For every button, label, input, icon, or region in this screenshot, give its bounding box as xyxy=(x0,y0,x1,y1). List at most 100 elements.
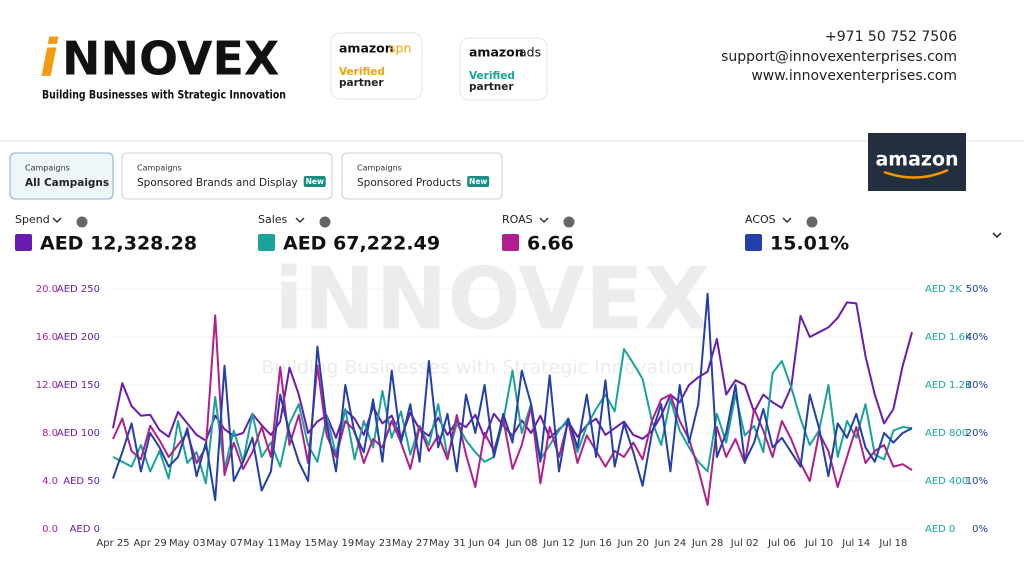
x-tick-label: Jul 02 xyxy=(730,538,759,549)
new-badge xyxy=(303,176,326,187)
tab-label[interactable]: Sponsored Products xyxy=(357,177,461,189)
y-tick-label: AED 250 xyxy=(57,284,100,295)
brand-box xyxy=(868,133,966,191)
metric-name[interactable]: ROAS xyxy=(502,213,533,226)
x-tick-label: May 03 xyxy=(169,538,206,549)
metric-name[interactable]: ACOS xyxy=(745,213,776,226)
x-tick-label: Jul 18 xyxy=(878,538,907,549)
x-tick-label: Jun 20 xyxy=(617,538,650,549)
x-tick-label: Jun 04 xyxy=(468,538,501,549)
contact-website: www.innovexenterprises.com xyxy=(751,68,957,84)
y-tick-label: AED 1.2K xyxy=(925,380,972,391)
y-tick-label: AED 800 xyxy=(925,428,968,439)
y-tick-label: AED 2K xyxy=(925,284,962,295)
legend-swatch xyxy=(502,234,519,251)
y-tick-label: 8.0 xyxy=(42,428,58,439)
info-icon xyxy=(563,216,575,228)
x-tick-label: Apr 29 xyxy=(134,538,167,549)
y-tick-label: 4.0 xyxy=(42,476,58,487)
y-tick-label: 20.0 xyxy=(36,284,58,295)
metric-value: 6.66 xyxy=(527,233,574,255)
y-tick-label: AED 100 xyxy=(57,428,100,439)
badge-label: partner xyxy=(339,77,384,89)
y-tick-label: 40% xyxy=(966,332,988,343)
info-icon xyxy=(76,216,88,228)
y-tick-label: AED 0 xyxy=(70,524,100,535)
y-tick-label: 16.0 xyxy=(36,332,58,343)
y-tick-label: AED 1.6K xyxy=(925,332,972,343)
y-tick-label: AED 400 xyxy=(925,476,968,487)
badge-brand: amazon xyxy=(469,45,524,60)
new-badge xyxy=(467,176,490,187)
tab-kicker[interactable]: Campaigns xyxy=(357,164,402,173)
new-badge-text: New xyxy=(306,177,324,186)
badge-product: spn xyxy=(389,41,411,56)
new-badge-text: New xyxy=(469,177,487,186)
y-tick-label: 20% xyxy=(966,428,988,439)
series-line xyxy=(112,348,913,485)
dropdown-icon[interactable] xyxy=(539,217,549,224)
tab-box[interactable] xyxy=(9,152,114,200)
legend-swatch xyxy=(745,234,762,251)
dropdown-icon[interactable] xyxy=(782,217,792,224)
tab-box[interactable] xyxy=(121,152,333,200)
y-tick-label: 0.0 xyxy=(42,524,58,535)
y-tick-label: AED 50 xyxy=(63,476,100,487)
y-tick-label: 12.0 xyxy=(36,380,58,391)
metric-value: 15.01% xyxy=(770,233,849,255)
series-line xyxy=(112,314,913,506)
y-tick-label: AED 150 xyxy=(57,380,100,391)
x-tick-label: Jun 28 xyxy=(691,538,724,549)
tagline: Building Businesses with Strategic Innov… xyxy=(42,88,286,102)
brand-name: amazon xyxy=(875,149,958,171)
x-tick-label: Jun 24 xyxy=(654,538,687,549)
watermark-subtitle: Building Businesses with Strategic Innov… xyxy=(261,357,694,379)
contact-email: support@innovexenterprises.com xyxy=(721,49,957,65)
logo-prefix: i xyxy=(40,29,59,89)
x-tick-label: Apr 25 xyxy=(96,538,129,549)
info-icon xyxy=(319,216,331,228)
x-tick-label: Jul 06 xyxy=(767,538,796,549)
contact-phone: +971 50 752 7506 xyxy=(825,29,957,45)
metric-value: AED 12,328.28 xyxy=(40,233,197,255)
x-tick-label: Jun 08 xyxy=(505,538,538,549)
x-tick-label: Jun 12 xyxy=(542,538,575,549)
expand-icon[interactable] xyxy=(992,232,1002,239)
legend-swatch xyxy=(258,234,275,251)
y-tick-label: AED 0 xyxy=(925,524,955,535)
y-tick-label: AED 200 xyxy=(57,332,100,343)
y-tick-label: 50% xyxy=(966,284,988,295)
metric-name[interactable]: Sales xyxy=(258,213,288,226)
x-tick-label: May 23 xyxy=(355,538,392,549)
tab-box[interactable] xyxy=(341,152,503,200)
info-icon xyxy=(806,216,818,228)
y-tick-label: 30% xyxy=(966,380,988,391)
badge-brand: amazon xyxy=(339,41,394,56)
metric-value: AED 67,222.49 xyxy=(283,233,440,255)
y-tick-label: 10% xyxy=(966,476,988,487)
tab-label[interactable]: Sponsored Brands and Display xyxy=(137,177,298,189)
legend-swatch xyxy=(15,234,32,251)
dropdown-icon[interactable] xyxy=(295,217,305,224)
badge-status: Verified xyxy=(469,70,515,82)
x-tick-label: May 11 xyxy=(243,538,280,549)
series-line xyxy=(112,292,913,502)
badge-status: Verified xyxy=(339,66,385,78)
tab-label[interactable]: All Campaigns xyxy=(25,177,109,189)
tab-kicker[interactable]: Campaigns xyxy=(25,164,70,173)
dropdown-icon[interactable] xyxy=(52,217,62,224)
tab-kicker[interactable]: Campaigns xyxy=(137,164,182,173)
x-tick-label: Jul 10 xyxy=(804,538,833,549)
badge-product: ads xyxy=(519,45,541,60)
badge-box xyxy=(459,37,548,101)
y-tick-label: 0% xyxy=(972,524,988,535)
x-tick-label: May 27 xyxy=(392,538,429,549)
badge-label: partner xyxy=(469,81,514,93)
metric-name[interactable]: Spend xyxy=(15,213,50,226)
x-tick-label: Jul 14 xyxy=(841,538,870,549)
x-tick-label: May 19 xyxy=(318,538,355,549)
smile-icon xyxy=(883,168,949,179)
x-tick-label: Jun 16 xyxy=(579,538,612,549)
watermark-title: iNNOVEX xyxy=(274,249,710,349)
